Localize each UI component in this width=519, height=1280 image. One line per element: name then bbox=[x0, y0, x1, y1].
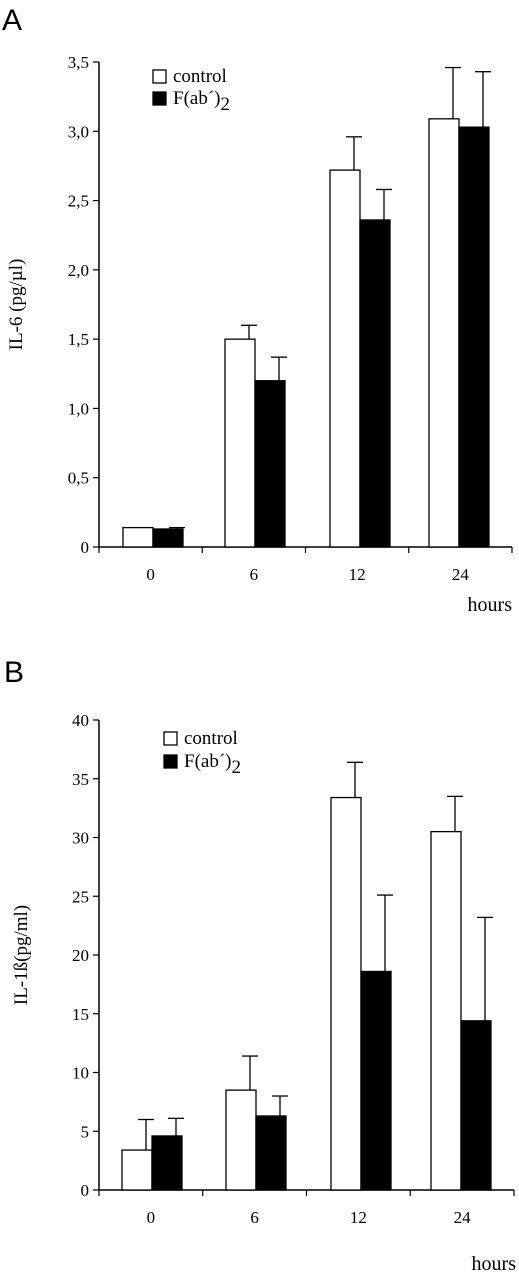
y-tick-label: 35 bbox=[72, 770, 89, 789]
legend-swatch-control bbox=[152, 69, 167, 84]
bar-fab2 bbox=[360, 970, 392, 1191]
bar-control bbox=[329, 169, 361, 548]
x-tick-label: 12 bbox=[349, 565, 366, 584]
y-axis-label: IL-6 (pg/µl) bbox=[6, 259, 27, 351]
x-tick-label: 0 bbox=[147, 1208, 156, 1227]
bar-fab2 bbox=[254, 380, 286, 548]
bar-control bbox=[430, 830, 462, 1191]
bar-fab2 bbox=[458, 126, 490, 548]
y-tick-label: 40 bbox=[72, 711, 89, 730]
y-tick-label: 10 bbox=[72, 1064, 89, 1083]
y-axis-label: IL-1ß(pg/ml) bbox=[11, 905, 32, 1005]
x-tick-label: 24 bbox=[452, 565, 470, 584]
y-tick-label: 1,5 bbox=[68, 330, 89, 349]
legend-label-fab2: F(ab´)2 bbox=[173, 88, 230, 115]
x-axis-label: hours bbox=[468, 594, 513, 616]
x-tick-label: 6 bbox=[250, 1208, 259, 1227]
y-tick-label: 15 bbox=[72, 1005, 89, 1024]
y-tick-label: 3,5 bbox=[68, 53, 89, 72]
y-tick-label: 20 bbox=[72, 946, 89, 965]
legend-label-control: control bbox=[184, 728, 238, 749]
bar-fab2 bbox=[359, 219, 391, 548]
bar-fab2 bbox=[152, 528, 184, 548]
bar-control bbox=[121, 1149, 153, 1191]
bar-control bbox=[225, 1089, 257, 1191]
chart-panel-a: A IL-6 (pg/µl) 0 0,5 1,0 1,5 2,0 2,5 3,0 3,5 0 6 12 2… bbox=[2, 4, 513, 616]
legend-label-control: control bbox=[173, 66, 227, 87]
x-axis-label: hours bbox=[472, 1253, 517, 1275]
panel-letter: A bbox=[2, 4, 22, 37]
x-tick-label: 6 bbox=[250, 565, 259, 584]
bar-control bbox=[122, 526, 154, 548]
bar-fab2 bbox=[255, 1115, 287, 1191]
y-tick-label: 2,0 bbox=[68, 261, 89, 280]
panel-letter: B bbox=[4, 656, 24, 689]
bar-control bbox=[330, 796, 362, 1191]
x-tick-label: 12 bbox=[350, 1208, 367, 1227]
legend-swatch-fab2 bbox=[152, 91, 167, 106]
bar-control bbox=[224, 338, 256, 548]
legend-label-fab2: F(ab´)2 bbox=[184, 751, 241, 778]
legend-swatch-fab2 bbox=[163, 754, 178, 769]
y-tick-label: 0,5 bbox=[68, 469, 89, 488]
y-tick-label: 3,0 bbox=[68, 122, 89, 141]
y-tick-label: 25 bbox=[72, 887, 89, 906]
y-tick-label: 2,5 bbox=[68, 192, 89, 211]
chart-panel-b: B IL-1ß(pg/ml) 0 5 10 15 20 25 30 35 40 0 6 12 24 hours… bbox=[4, 656, 516, 1275]
y-tick-label: 0 bbox=[81, 1181, 90, 1200]
x-tick-label: 0 bbox=[146, 565, 155, 584]
y-tick-label: 30 bbox=[72, 829, 89, 848]
bar-fab2 bbox=[151, 1135, 183, 1191]
bar-fab2 bbox=[460, 1020, 492, 1191]
y-tick-label: 5 bbox=[81, 1122, 90, 1141]
x-tick-label: 24 bbox=[454, 1208, 472, 1227]
y-tick-label: 1,0 bbox=[68, 399, 89, 418]
y-tick-label: 0 bbox=[81, 538, 90, 557]
legend-swatch-control bbox=[163, 731, 178, 746]
bar-control bbox=[428, 118, 460, 548]
